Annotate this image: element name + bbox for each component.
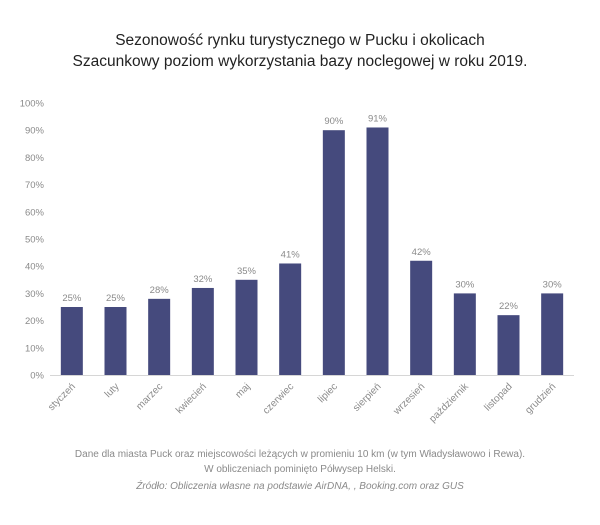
- x-tick-label: lipiec: [316, 381, 340, 405]
- data-label: 30%: [543, 279, 563, 290]
- data-label: 30%: [455, 279, 475, 290]
- data-label: 91%: [368, 113, 388, 124]
- bar: [104, 307, 127, 375]
- y-tick-label: 30%: [25, 289, 45, 300]
- bar: [235, 279, 258, 375]
- chart-subtitle: Szacunkowy poziom wykorzystania bazy noc…: [72, 53, 528, 70]
- bar-chart: 0% 10% 20% 30% 40% 50% 60% 70% 80% 90% 100% 25% styc…: [20, 99, 574, 425]
- x-tick-label: kwiecień: [174, 381, 209, 416]
- x-tick-label: czerwiec: [261, 381, 296, 416]
- bar: [148, 298, 171, 375]
- bar: [366, 127, 389, 375]
- data-label: 22%: [499, 301, 519, 312]
- x-tick-label: wrzesień: [391, 381, 427, 417]
- bar: [497, 315, 520, 375]
- x-tick-label: luty: [103, 381, 122, 400]
- chart-title: Sezonowość rynku turystycznego w Pucku i…: [115, 32, 485, 49]
- data-label: 41%: [281, 249, 301, 260]
- source-note: Źródło: Obliczenia własne na podstawie A…: [136, 481, 464, 492]
- bar: [453, 293, 476, 375]
- y-tick-label: 10%: [25, 343, 45, 354]
- data-label: 25%: [106, 293, 126, 304]
- footnote-data-scope: Dane dla miasta Puck oraz miejscowości l…: [74, 449, 526, 460]
- x-tick-label: sierpień: [351, 381, 384, 414]
- y-tick-label: 50%: [25, 235, 45, 246]
- y-tick-label: 40%: [25, 262, 45, 273]
- bar: [541, 293, 564, 375]
- y-tick-label: 90%: [25, 126, 45, 137]
- x-tick-label: styczeń: [46, 381, 78, 413]
- y-tick-label: 0%: [30, 371, 44, 382]
- x-tick-label: maj: [233, 381, 252, 400]
- y-tick-label: 20%: [25, 316, 45, 327]
- x-tick-label: listopad: [482, 381, 514, 413]
- y-tick-label: 100%: [20, 99, 45, 110]
- data-label: 42%: [412, 247, 432, 258]
- x-tick-label: październik: [427, 381, 471, 425]
- y-tick-label: 80%: [25, 153, 45, 164]
- bar: [191, 287, 214, 375]
- data-label: 28%: [150, 285, 170, 296]
- bar: [60, 307, 83, 375]
- bar: [322, 130, 345, 375]
- data-label: 32%: [193, 274, 213, 285]
- data-label: 25%: [62, 293, 82, 304]
- bar: [279, 263, 302, 375]
- data-label: 35%: [237, 266, 257, 277]
- footnote-exclusion: W obliczeniach pominięto Półwysep Helski…: [204, 464, 396, 475]
- data-label: 90%: [324, 116, 344, 127]
- y-tick-label: 70%: [25, 180, 45, 191]
- x-tick-label: marzec: [134, 381, 165, 412]
- y-tick-label: 60%: [25, 207, 45, 218]
- bar: [410, 260, 433, 375]
- x-tick-label: grudzień: [523, 381, 558, 416]
